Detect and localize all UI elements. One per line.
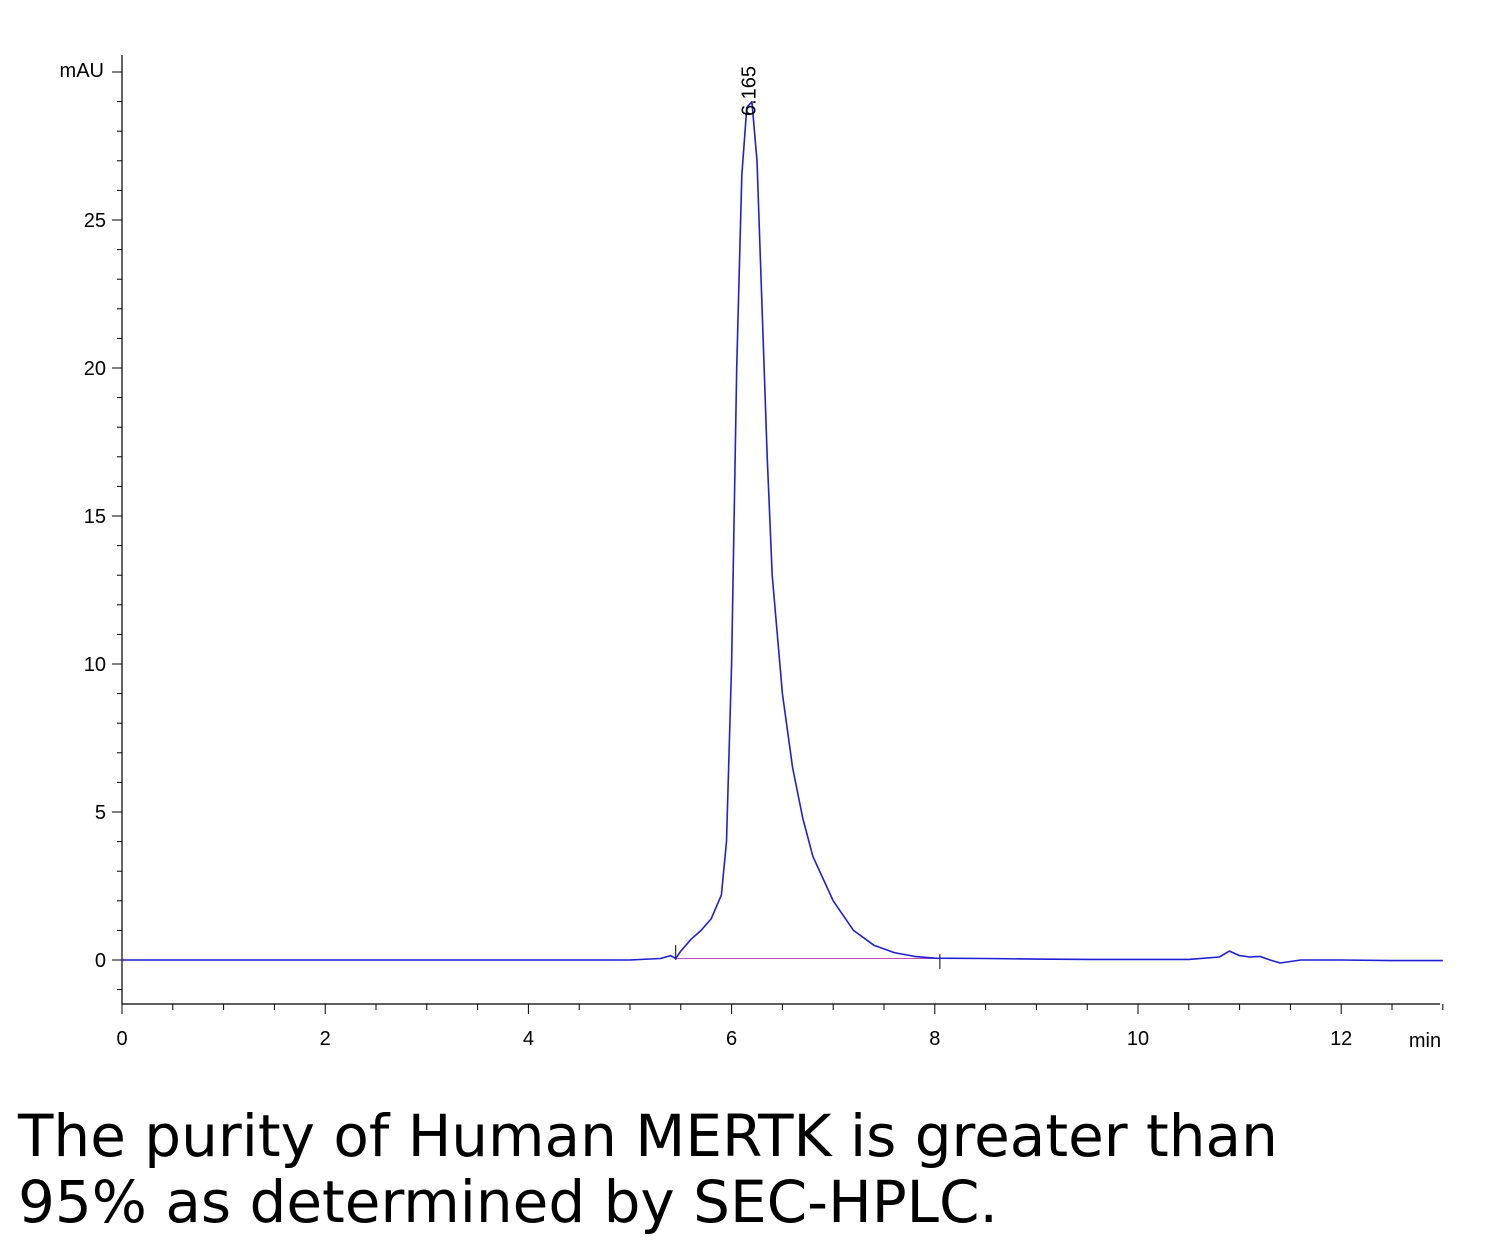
axes — [121, 55, 1440, 1005]
x-tick-label: 4 — [523, 1028, 534, 1050]
caption-line-2: 95% as determined by SEC-HPLC. — [18, 1168, 998, 1236]
series-layer: 6.165 — [122, 66, 1443, 969]
y-tick-label: 5 — [95, 802, 106, 824]
y-tick-label: 20 — [84, 358, 106, 380]
x-tick-label: 10 — [1127, 1028, 1149, 1050]
caption: The purity of Human MERTK is greater tha… — [18, 1103, 1418, 1235]
y-tick-label: 15 — [84, 506, 106, 528]
chromatogram-chart: 0 5 10 15 20 25 0 2 4 6 8 10 12 6.165 mAU min — [60, 55, 1444, 1052]
y-axis-label: mAU — [60, 60, 104, 82]
x-tick-label: 6 — [726, 1028, 737, 1050]
x-tick-label: 12 — [1330, 1028, 1352, 1050]
signal-line — [122, 100, 1443, 964]
peak-label: 6.165 — [738, 66, 760, 116]
caption-line-1: The purity of Human MERTK is greater tha… — [18, 1102, 1278, 1170]
y-tick-label: 0 — [95, 950, 106, 972]
y-tick-label: 10 — [84, 654, 106, 676]
ticks: 0 5 10 15 20 25 0 2 4 6 8 10 12 — [84, 71, 1444, 1050]
x-tick-label: 0 — [116, 1028, 127, 1050]
x-axis-label: min — [1409, 1030, 1441, 1052]
x-tick-label: 8 — [929, 1028, 940, 1050]
y-tick-label: 25 — [84, 210, 106, 232]
x-tick-label: 2 — [320, 1028, 331, 1050]
chart-canvas: 0 5 10 15 20 25 0 2 4 6 8 10 12 6.165 mAU min — [60, 55, 1444, 1052]
